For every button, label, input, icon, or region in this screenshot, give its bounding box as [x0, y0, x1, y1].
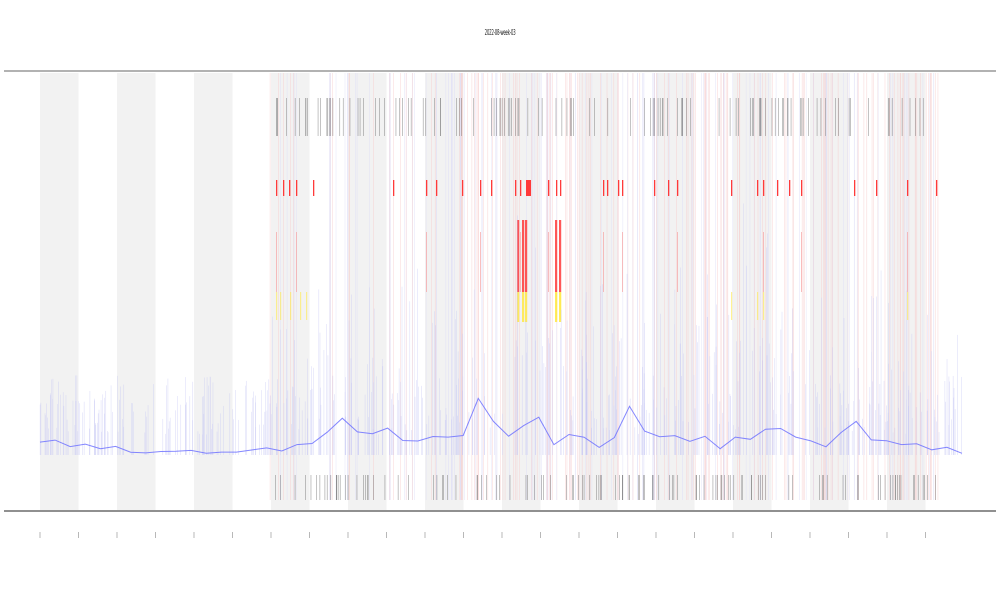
- high-event-bar: [677, 180, 679, 196]
- band: [194, 73, 233, 510]
- high-event-bar: [426, 180, 428, 196]
- high-event-bar: [668, 180, 670, 196]
- event-spike: [603, 232, 604, 292]
- event-spike: [763, 232, 764, 292]
- high-event-bar: [556, 180, 558, 196]
- high-event-bar: [936, 180, 938, 196]
- high-event-bar: [603, 180, 605, 196]
- high-event-bar: [491, 180, 493, 196]
- high-event-bar: [607, 180, 609, 196]
- event-spike: [520, 232, 521, 292]
- spike-red: [559, 220, 562, 292]
- series-lines: [39, 203, 963, 455]
- mid-event: [300, 292, 302, 320]
- band: [502, 73, 541, 510]
- spike-red: [522, 220, 525, 292]
- high-event-bar: [276, 180, 278, 196]
- mid-event: [763, 292, 765, 320]
- high-event-bar: [618, 180, 620, 196]
- high-event-bar: [393, 180, 395, 196]
- spike-red: [555, 220, 558, 292]
- high-event-bar: [731, 180, 733, 196]
- spike-yellow: [517, 292, 520, 322]
- mid-event: [560, 292, 562, 320]
- spike-red: [525, 220, 528, 292]
- high-event-bar: [854, 180, 856, 196]
- high-event-bar: [789, 180, 791, 196]
- band: [425, 73, 464, 510]
- high-event-bar: [907, 180, 909, 196]
- high-event-bar: [801, 180, 803, 196]
- high-event-bar: [480, 180, 482, 196]
- high-event-bar: [654, 180, 656, 196]
- high-event-bar: [520, 180, 522, 196]
- high-event-bar: [515, 180, 517, 196]
- band: [40, 73, 79, 510]
- mid-event: [757, 292, 759, 320]
- high-event-bar: [462, 180, 464, 196]
- spike-yellow: [525, 292, 528, 322]
- high-event-bar: [876, 180, 878, 196]
- event-spike: [677, 232, 678, 292]
- high-event-bar: [526, 180, 529, 196]
- high-event-bar: [436, 180, 438, 196]
- x-ticks: [39, 532, 926, 538]
- mid-event: [731, 292, 733, 320]
- mid-event: [290, 292, 292, 320]
- high-event-bar: [622, 180, 624, 196]
- mid-event: [907, 292, 909, 320]
- series-line: [39, 397, 963, 454]
- event-spike: [907, 232, 908, 292]
- marker-row-bottom: [275, 475, 936, 500]
- background-bands: [40, 73, 926, 510]
- high-event-bar: [528, 180, 531, 196]
- high-event-bar: [560, 180, 562, 196]
- event-spike: [480, 232, 481, 292]
- marker-row-top: [276, 98, 924, 136]
- band: [579, 73, 618, 510]
- high-event-bar: [757, 180, 759, 196]
- mid-event: [280, 292, 282, 320]
- event-lines: [269, 73, 939, 500]
- high-event-bar: [777, 180, 779, 196]
- event-spike: [622, 232, 623, 292]
- event-bars: [276, 180, 938, 322]
- mid-event: [276, 292, 278, 320]
- high-event-bar: [283, 180, 285, 196]
- mid-event: [556, 292, 558, 320]
- event-spike: [426, 232, 427, 292]
- mid-event: [306, 292, 308, 320]
- high-event-bar: [289, 180, 291, 196]
- spike-red: [517, 220, 520, 292]
- event-spike: [548, 232, 549, 292]
- spike-yellow: [522, 292, 525, 322]
- high-event-bar: [763, 180, 765, 196]
- high-event-bar: [296, 180, 298, 196]
- high-event-bar: [548, 180, 550, 196]
- high-event-bar: [313, 180, 315, 196]
- event-spike: [296, 232, 297, 292]
- event-spike: [276, 232, 277, 292]
- chart-title: 2022-08-week-03: [484, 28, 516, 37]
- event-spike: [801, 232, 802, 292]
